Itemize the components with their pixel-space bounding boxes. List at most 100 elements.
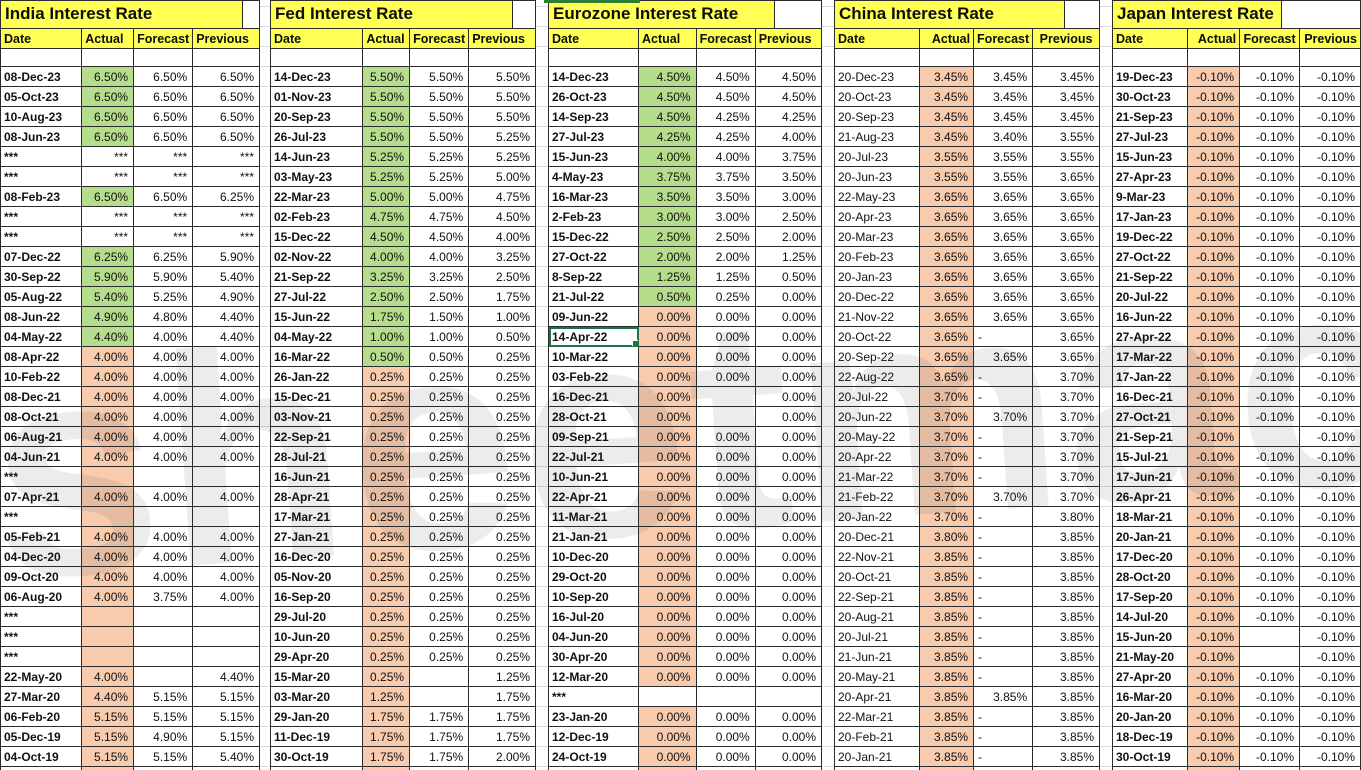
- china-previous-cell[interactable]: 3.65%: [1032, 286, 1100, 307]
- india-date-cell[interactable]: 05-Feb-21: [0, 526, 83, 547]
- fed-date-cell[interactable]: 26-Jul-23: [269, 126, 364, 147]
- japan-actual-cell[interactable]: -0.10%: [1187, 566, 1241, 587]
- japan-previous-cell[interactable]: -0.10%: [1299, 166, 1361, 187]
- india-previous-cell[interactable]: 4.00%: [192, 366, 260, 387]
- eurozone-date-cell[interactable]: 28-Oct-21: [547, 406, 640, 427]
- india-forecast-cell[interactable]: [133, 606, 194, 627]
- eurozone-actual-cell[interactable]: 0.00%: [638, 446, 697, 467]
- china-date-cell[interactable]: 20-Dec-22: [834, 286, 920, 307]
- india-previous-cell[interactable]: 4.00%: [192, 406, 260, 427]
- eurozone-actual-cell[interactable]: 0.00%: [638, 306, 697, 327]
- china-date-cell[interactable]: 20-Jun-23: [834, 166, 920, 187]
- eurozone-previous-cell[interactable]: 0.00%: [754, 366, 823, 387]
- fed-actual-cell[interactable]: 4.50%: [362, 226, 411, 247]
- china-date-cell[interactable]: 20-Feb-23: [834, 246, 920, 267]
- fed-forecast-cell[interactable]: [409, 666, 470, 687]
- china-forecast-cell[interactable]: -: [973, 706, 1034, 727]
- eurozone-date-cell[interactable]: 15-Dec-22: [547, 226, 640, 247]
- japan-forecast-cell[interactable]: -0.10%: [1239, 386, 1301, 407]
- fed-forecast-cell[interactable]: 5.25%: [409, 146, 470, 167]
- japan-previous-cell[interactable]: -0.10%: [1299, 146, 1361, 167]
- empty-cell[interactable]: [695, 766, 756, 770]
- eurozone-date-cell[interactable]: 22-Apr-21: [547, 486, 640, 507]
- eurozone-previous-cell[interactable]: 0.50%: [754, 266, 823, 287]
- india-forecast-cell[interactable]: ***: [133, 206, 194, 227]
- japan-forecast-cell[interactable]: -0.10%: [1239, 746, 1301, 767]
- china-actual-cell[interactable]: 3.65%: [918, 186, 975, 207]
- india-date-header[interactable]: Date: [0, 28, 83, 49]
- eurozone-previous-cell[interactable]: 0.00%: [754, 286, 823, 307]
- india-forecast-cell[interactable]: 4.00%: [133, 346, 194, 367]
- japan-previous-cell[interactable]: -0.10%: [1299, 646, 1361, 667]
- japan-previous-cell[interactable]: -0.10%: [1299, 226, 1361, 247]
- fed-previous-cell[interactable]: 0.25%: [468, 466, 536, 487]
- china-actual-cell[interactable]: 3.85%: [918, 566, 975, 587]
- fed-previous-cell[interactable]: 5.25%: [468, 146, 536, 167]
- japan-date-cell[interactable]: 14-Jul-20: [1111, 606, 1189, 627]
- japan-actual-cell[interactable]: -0.10%: [1187, 606, 1241, 627]
- fed-forecast-cell[interactable]: 1.75%: [409, 746, 470, 767]
- fed-date-cell[interactable]: 01-Nov-23: [269, 86, 364, 107]
- india-forecast-cell[interactable]: 5.15%: [133, 746, 194, 767]
- china-previous-cell[interactable]: 3.70%: [1032, 406, 1100, 427]
- eurozone-previous-cell[interactable]: 3.75%: [754, 146, 823, 167]
- fed-forecast-cell[interactable]: 1.75%: [409, 706, 470, 727]
- japan-previous-cell[interactable]: -0.10%: [1299, 326, 1361, 347]
- china-previous-cell[interactable]: 3.65%: [1032, 346, 1100, 367]
- eurozone-previous-cell[interactable]: 0.00%: [754, 626, 823, 647]
- china-forecast-cell[interactable]: -: [973, 326, 1034, 347]
- india-previous-cell[interactable]: [192, 626, 260, 647]
- japan-previous-cell[interactable]: -0.10%: [1299, 466, 1361, 487]
- india-previous-cell[interactable]: ***: [192, 146, 260, 167]
- india-actual-cell[interactable]: 6.50%: [81, 86, 135, 107]
- india-previous-cell[interactable]: 5.90%: [192, 246, 260, 267]
- china-date-cell[interactable]: 22-Aug-22: [834, 366, 920, 387]
- eurozone-date-cell[interactable]: 11-Mar-21: [547, 506, 640, 527]
- eurozone-previous-cell[interactable]: 0.00%: [754, 746, 823, 767]
- japan-actual-cell[interactable]: -0.10%: [1187, 306, 1241, 327]
- india-previous-cell[interactable]: 4.40%: [192, 306, 260, 327]
- empty-cell[interactable]: [1239, 766, 1301, 770]
- india-date-cell[interactable]: 06-Feb-20: [0, 706, 83, 727]
- eurozone-previous-cell[interactable]: 1.25%: [754, 246, 823, 267]
- china-actual-cell[interactable]: 3.70%: [918, 386, 975, 407]
- fed-forecast-cell[interactable]: 0.25%: [409, 546, 470, 567]
- china-previous-cell[interactable]: 3.65%: [1032, 166, 1100, 187]
- fed-previous-cell[interactable]: 2.50%: [468, 266, 536, 287]
- india-previous-cell[interactable]: 4.00%: [192, 486, 260, 507]
- india-date-cell[interactable]: 06-Aug-21: [0, 426, 83, 447]
- japan-actual-cell[interactable]: -0.10%: [1187, 326, 1241, 347]
- china-forecast-cell[interactable]: 3.65%: [973, 226, 1034, 247]
- eurozone-actual-cell[interactable]: 4.50%: [638, 86, 697, 107]
- eurozone-forecast-cell[interactable]: 0.00%: [695, 666, 756, 687]
- china-actual-cell[interactable]: 3.85%: [918, 686, 975, 707]
- fed-date-cell[interactable]: 27-Jul-22: [269, 286, 364, 307]
- empty-cell[interactable]: [269, 766, 364, 770]
- fed-actual-cell[interactable]: 1.75%: [362, 306, 411, 327]
- fed-actual-cell[interactable]: 0.25%: [362, 446, 411, 467]
- india-previous-cell[interactable]: 5.15%: [192, 726, 260, 747]
- japan-forecast-cell[interactable]: -0.10%: [1239, 226, 1301, 247]
- eurozone-forecast-cell[interactable]: 3.50%: [695, 186, 756, 207]
- fed-previous-cell[interactable]: 5.50%: [468, 106, 536, 127]
- japan-actual-cell[interactable]: -0.10%: [1187, 246, 1241, 267]
- china-forecast-cell[interactable]: -: [973, 666, 1034, 687]
- eurozone-actual-cell[interactable]: 0.00%: [638, 666, 697, 687]
- fed-date-cell[interactable]: 03-Mar-20: [269, 686, 364, 707]
- fed-date-cell[interactable]: 29-Jan-20: [269, 706, 364, 727]
- eurozone-forecast-cell[interactable]: 0.00%: [695, 446, 756, 467]
- fed-actual-cell[interactable]: 0.25%: [362, 646, 411, 667]
- eurozone-previous-cell[interactable]: 0.00%: [754, 326, 823, 347]
- eurozone-date-cell[interactable]: 22-Jul-21: [547, 446, 640, 467]
- china-previous-cell[interactable]: 3.65%: [1032, 226, 1100, 247]
- japan-date-cell[interactable]: 27-Oct-21: [1111, 406, 1189, 427]
- empty-cell[interactable]: [1187, 48, 1241, 67]
- india-actual-cell[interactable]: 4.00%: [81, 586, 135, 607]
- fed-date-cell[interactable]: 21-Sep-22: [269, 266, 364, 287]
- eurozone-date-cell[interactable]: 09-Jun-22: [547, 306, 640, 327]
- india-forecast-cell[interactable]: 4.00%: [133, 546, 194, 567]
- eurozone-previous-cell[interactable]: 0.00%: [754, 706, 823, 727]
- china-forecast-cell[interactable]: -: [973, 746, 1034, 767]
- fed-forecast-cell[interactable]: 0.25%: [409, 486, 470, 507]
- china-actual-cell[interactable]: 3.85%: [918, 626, 975, 647]
